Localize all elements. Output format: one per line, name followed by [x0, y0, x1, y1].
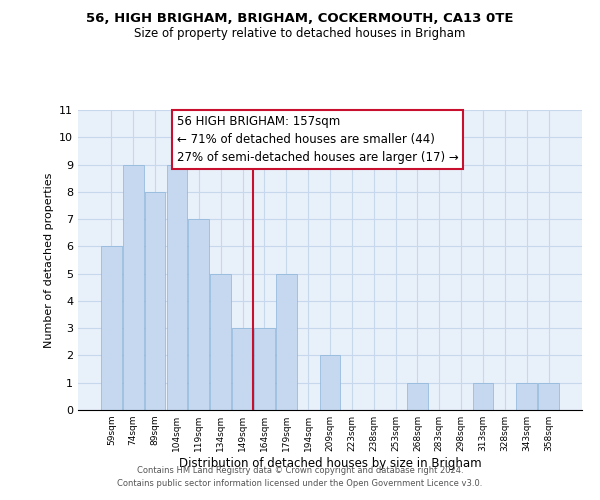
Y-axis label: Number of detached properties: Number of detached properties — [44, 172, 53, 348]
Bar — [276, 274, 296, 410]
Bar — [167, 164, 187, 410]
Bar — [538, 382, 559, 410]
Text: Size of property relative to detached houses in Brigham: Size of property relative to detached ho… — [134, 28, 466, 40]
Bar — [210, 274, 231, 410]
Bar — [145, 192, 166, 410]
X-axis label: Distribution of detached houses by size in Brigham: Distribution of detached houses by size … — [179, 457, 481, 470]
Bar — [188, 219, 209, 410]
Bar — [320, 356, 340, 410]
Text: 56 HIGH BRIGHAM: 157sqm
← 71% of detached houses are smaller (44)
27% of semi-de: 56 HIGH BRIGHAM: 157sqm ← 71% of detache… — [177, 115, 458, 164]
Text: 56, HIGH BRIGHAM, BRIGHAM, COCKERMOUTH, CA13 0TE: 56, HIGH BRIGHAM, BRIGHAM, COCKERMOUTH, … — [86, 12, 514, 26]
Bar — [254, 328, 275, 410]
Bar — [473, 382, 493, 410]
Bar — [232, 328, 253, 410]
Bar — [101, 246, 122, 410]
Bar — [407, 382, 428, 410]
Bar — [123, 164, 143, 410]
Bar — [517, 382, 537, 410]
Text: Contains HM Land Registry data © Crown copyright and database right 2024.
Contai: Contains HM Land Registry data © Crown c… — [118, 466, 482, 487]
